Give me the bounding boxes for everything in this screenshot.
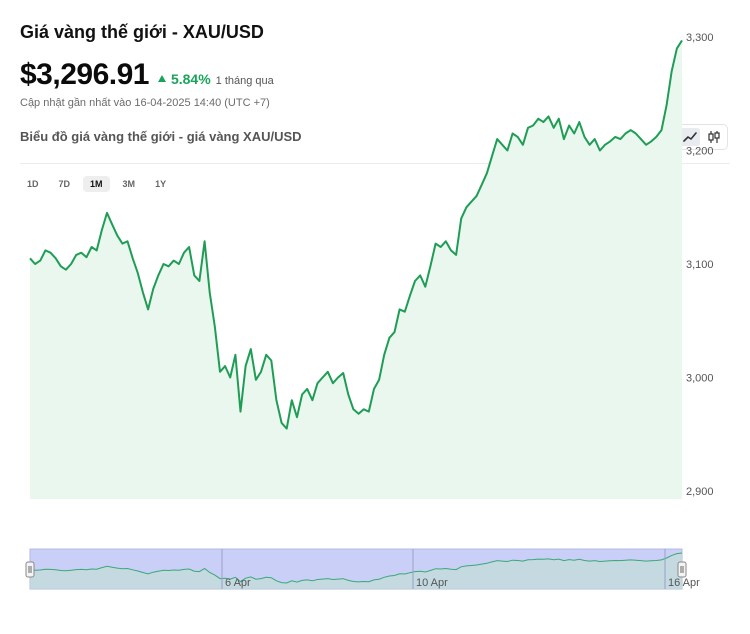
line-chart-button[interactable] <box>680 128 700 146</box>
current-price: $3,296.91 <box>20 58 149 91</box>
navigator-area <box>30 553 682 589</box>
y-tick-label: 3,100 <box>686 259 714 271</box>
navigator-date-label: 16 Apr <box>668 577 700 589</box>
price-area <box>30 40 682 500</box>
range-selector: 1D 7D 1M 3M 1Y <box>20 176 173 192</box>
range-1d-button[interactable]: 1D <box>27 179 39 189</box>
last-updated: Cập nhật gần nhất vào 16-04-2025 14:40 (… <box>20 97 270 109</box>
candlestick-icon <box>708 131 720 143</box>
navigator-line <box>29 552 683 584</box>
navigator-date-label: 6 Apr <box>225 577 251 589</box>
change-period: 1 tháng qua <box>215 75 274 87</box>
price-change: 5.84% <box>170 71 211 87</box>
candlestick-chart-button[interactable] <box>704 128 724 146</box>
chart-mode-switch <box>676 124 728 150</box>
range-1m-button[interactable]: 1M <box>83 176 110 192</box>
navigator-left-handle[interactable] <box>25 561 35 578</box>
header-divider <box>20 163 730 164</box>
navigator-range <box>29 548 683 590</box>
range-3m-button[interactable]: 3M <box>122 179 136 189</box>
navigator-right-handle[interactable] <box>677 561 687 578</box>
range-1y-button[interactable]: 1Y <box>155 179 167 189</box>
navigator-date-label: 10 Apr <box>416 577 448 589</box>
y-tick-label: 3,300 <box>686 32 714 44</box>
chart-subtitle: Biểu đồ giá vàng thế giới - giá vàng XAU… <box>20 129 302 144</box>
price-summary: $3,296.91 5.84% 1 tháng qua <box>20 58 274 92</box>
page-title: Giá vàng thế giới - XAU/USD <box>20 22 264 42</box>
y-tick-label: 3,000 <box>686 373 714 385</box>
y-tick-label: 2,900 <box>686 486 714 498</box>
range-7d-button[interactable]: 7D <box>58 179 71 189</box>
up-arrow-icon <box>157 75 166 82</box>
line-chart-icon <box>683 132 697 142</box>
